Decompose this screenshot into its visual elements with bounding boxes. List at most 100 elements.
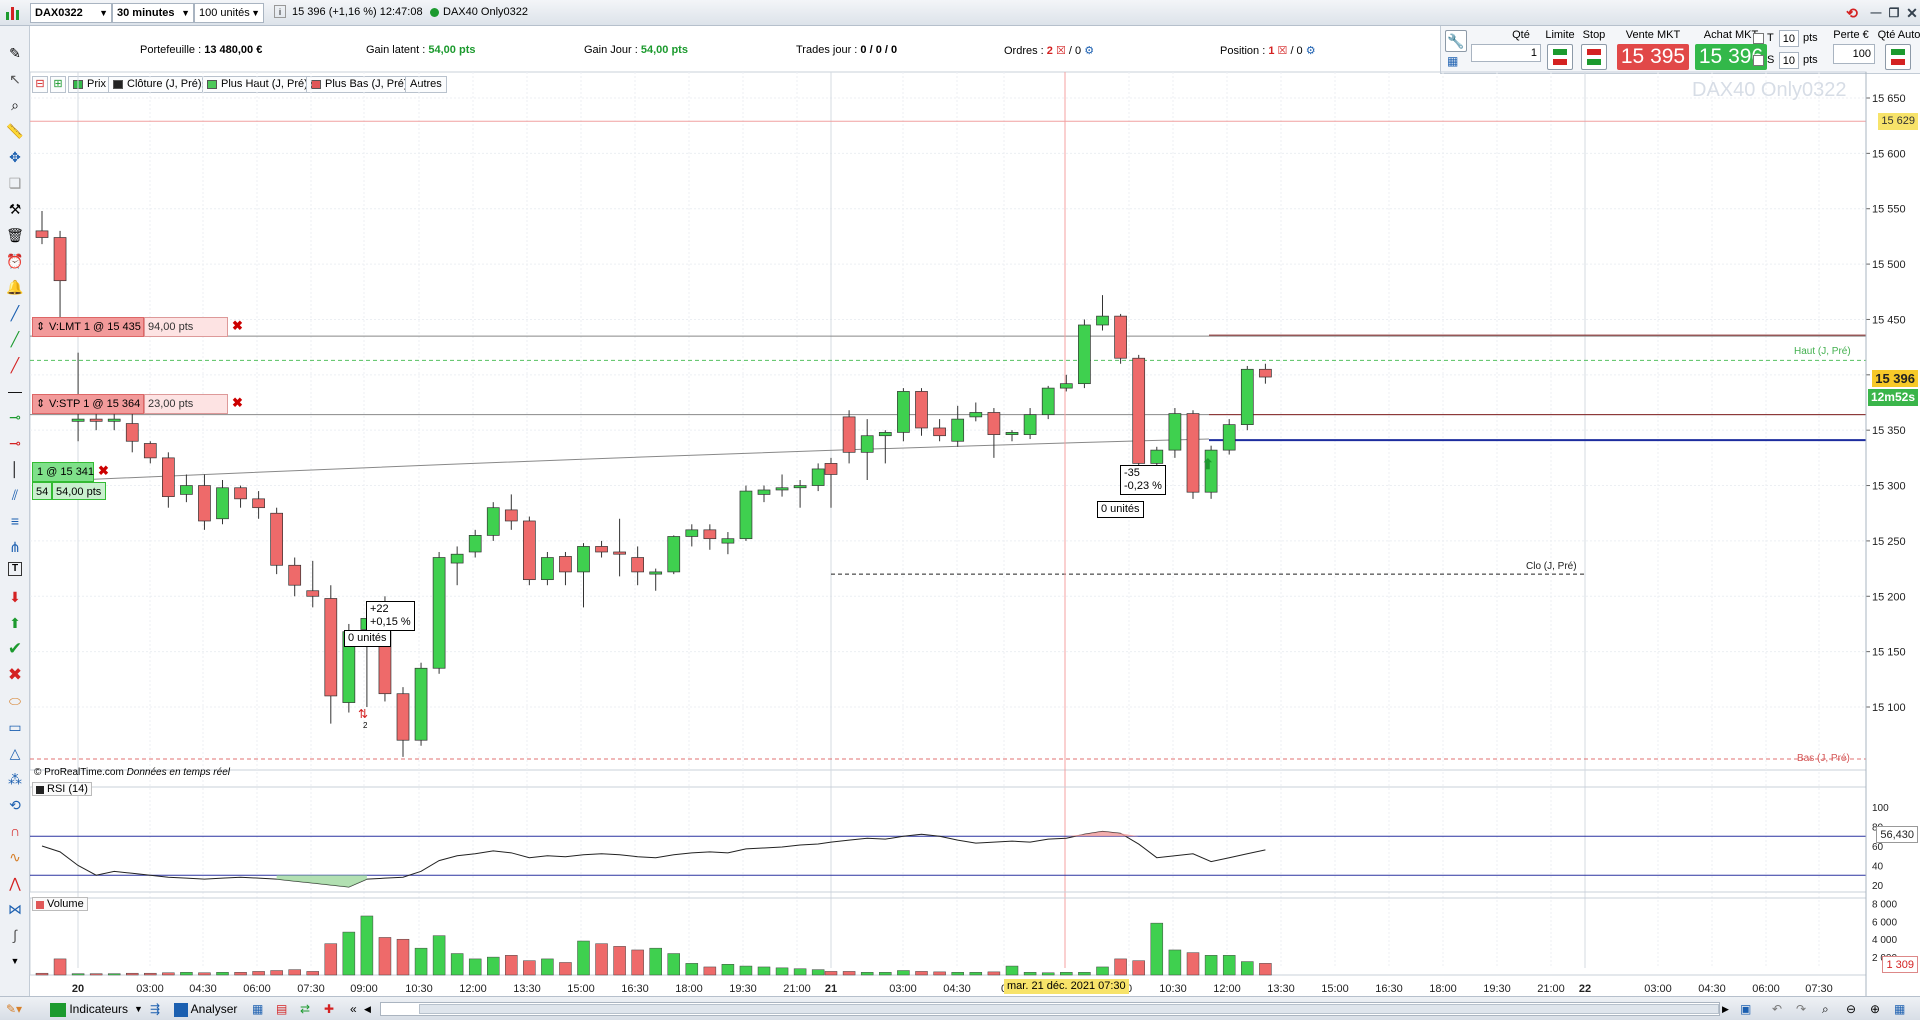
restore-icon[interactable]: ❐	[1888, 6, 1900, 20]
trendline-green-icon[interactable]: ╱	[10, 331, 20, 347]
compare-icon[interactable]: ⇄	[300, 1002, 311, 1016]
copy-icon[interactable]: ❏	[8, 175, 22, 191]
delete-order-icon[interactable]: ☒	[1055, 45, 1066, 57]
limit-order-label[interactable]: ⇕ V:LMT 1 @ 15 435	[32, 317, 144, 337]
pitchfork-icon[interactable]: ⋔	[9, 539, 21, 555]
magnet-blue-icon[interactable]: ⟲	[9, 797, 21, 813]
pen-icon[interactable]: ✎	[9, 45, 21, 61]
arrow-up-icon[interactable]: ⬆	[9, 615, 21, 631]
scroll-left-icon[interactable]: ◀	[364, 1004, 371, 1014]
scroll-start-icon[interactable]: «	[350, 1002, 357, 1016]
timeframe-select[interactable]: 30 minutes ▼	[112, 3, 194, 23]
rectangle-icon[interactable]: ▭	[8, 719, 22, 735]
stop-order-label[interactable]: ⇕ V:STP 1 @ 15 364	[32, 394, 144, 414]
remove-icon[interactable]: ⊟	[32, 76, 48, 93]
chart-type-icon[interactable]: ▣	[1740, 1002, 1752, 1016]
analyze-button[interactable]: Analyser	[174, 1000, 237, 1018]
instrument-select[interactable]: DAX0322 ▼	[30, 3, 112, 23]
table-icon[interactable]: ▦	[252, 1002, 264, 1016]
trash-icon[interactable]: 🗑	[6, 227, 24, 243]
position-info[interactable]: Position : 1 ☒ / 0 ⚙	[1220, 44, 1316, 57]
sell-market-button[interactable]: 15 395	[1617, 44, 1689, 70]
alert-icon[interactable]: ⏰	[6, 253, 24, 269]
sl-checkbox[interactable]	[1753, 55, 1764, 66]
pattern-icon[interactable]: ⋈	[8, 901, 22, 917]
settings-icon[interactable]: ⚙	[1084, 45, 1095, 57]
time-scrollbar[interactable]	[380, 1002, 1720, 1016]
legend-low[interactable]: Plus Bas (J, Pré)	[306, 76, 413, 93]
minimize-icon[interactable]: —	[1870, 7, 1882, 19]
drag-icon[interactable]: ⇕	[36, 321, 46, 333]
pen-icon[interactable]: ✎▾	[6, 1002, 23, 1016]
undo-icon[interactable]: ↶	[1772, 1002, 1783, 1016]
horizontal-line-green-icon[interactable]: ⊸	[9, 409, 21, 425]
check-icon[interactable]: ✔	[7, 639, 23, 658]
drag-icon[interactable]: ⇕	[36, 398, 46, 410]
rsi-title[interactable]: RSI (14)	[32, 782, 92, 796]
sl-input[interactable]	[1779, 52, 1799, 69]
trendline-icon[interactable]: ╱	[10, 305, 20, 321]
close-position-icon[interactable]: ☒	[1277, 45, 1288, 57]
limit-order-button[interactable]	[1547, 44, 1573, 70]
close-icon[interactable]: ✕	[1906, 5, 1918, 21]
zigzag-icon[interactable]: ⋀	[9, 875, 21, 891]
triangle-icon[interactable]: △	[9, 745, 21, 761]
scrollbar-thumb[interactable]	[419, 1004, 1719, 1014]
cursor-icon[interactable]: ↖	[9, 71, 21, 87]
scroll-right-icon[interactable]: ▶	[1722, 1004, 1729, 1014]
buy-market-button[interactable]: 15 396	[1695, 44, 1767, 70]
chevron-down-icon[interactable]: ▼	[134, 1004, 143, 1014]
cancel-order-icon[interactable]: ✖	[232, 318, 243, 333]
points-icon[interactable]: ⁂	[8, 771, 22, 787]
close-position-icon[interactable]: ✖	[98, 463, 109, 478]
settings-icon[interactable]: ⚙	[1305, 45, 1316, 57]
fibonacci-icon[interactable]: ≡	[10, 513, 20, 529]
loss-input[interactable]	[1833, 44, 1875, 64]
trendline-red-icon[interactable]: ╱	[10, 357, 20, 373]
zoom-fit-icon[interactable]: ⌕	[1822, 1002, 1829, 1016]
scroll-down-icon[interactable]: ▼	[10, 956, 20, 966]
info-icon[interactable]: i	[274, 5, 286, 18]
move-icon[interactable]: ✥	[9, 149, 21, 165]
redo-icon[interactable]: ↷	[1796, 1002, 1807, 1016]
horizontal-line-red-icon[interactable]: ⊸	[9, 435, 21, 451]
stop-order-button[interactable]	[1581, 44, 1607, 70]
alarm-icon[interactable]: 🔔	[6, 279, 24, 295]
tp-checkbox[interactable]	[1753, 33, 1764, 44]
tp-input[interactable]	[1779, 30, 1799, 47]
add-icon[interactable]: ⊞	[50, 76, 66, 93]
ellipse-icon[interactable]: ⬭	[9, 693, 21, 709]
chart-icon[interactable]	[2, 2, 24, 24]
quantity-input[interactable]	[1471, 44, 1541, 62]
tools-icon[interactable]: ⚒	[8, 201, 22, 217]
zoom-in-icon[interactable]: ⊕	[1870, 1002, 1881, 1016]
calculator-icon[interactable]: ▦	[1447, 54, 1459, 68]
cross-icon[interactable]: ✖	[7, 665, 23, 684]
volume-bar-down	[559, 962, 572, 976]
arrow-down-icon[interactable]: ⬇	[9, 589, 21, 605]
units-select[interactable]: 100 unités ▼	[194, 3, 264, 23]
horizontal-line-icon[interactable]: —	[8, 383, 22, 399]
wave-icon[interactable]: ∿	[9, 849, 21, 865]
curve-icon[interactable]: ∫	[13, 927, 17, 943]
legend-others[interactable]: Autres	[405, 76, 447, 93]
screener-icon[interactable]: ✚	[324, 1002, 335, 1016]
zoom-icon[interactable]: ⌕	[11, 97, 19, 113]
cancel-order-icon[interactable]: ✖	[232, 395, 243, 410]
tools-icon[interactable]: 🔧	[1445, 30, 1467, 52]
refresh-icon[interactable]: ⟲	[1846, 5, 1858, 21]
channel-icon[interactable]: ⫽	[11, 487, 19, 503]
share-icon[interactable]: ⇶	[150, 1002, 161, 1016]
volume-title[interactable]: Volume	[32, 897, 88, 911]
list-icon[interactable]: ▤	[276, 1002, 288, 1016]
zoom-out-icon[interactable]: ⊖	[1846, 1002, 1857, 1016]
vertical-line-icon[interactable]: │	[10, 461, 20, 477]
text-icon[interactable]: T	[8, 562, 22, 576]
indicators-button[interactable]: Indicateurs	[50, 1000, 128, 1018]
magnet-icon[interactable]: ∩	[9, 823, 21, 839]
auto-quantity-button[interactable]	[1885, 44, 1911, 70]
layout-icon[interactable]: ▦	[1894, 1002, 1906, 1016]
orders-info[interactable]: Ordres : 2 ☒ / 0 ⚙	[1004, 44, 1094, 57]
ruler-icon[interactable]: 📏	[6, 123, 24, 139]
